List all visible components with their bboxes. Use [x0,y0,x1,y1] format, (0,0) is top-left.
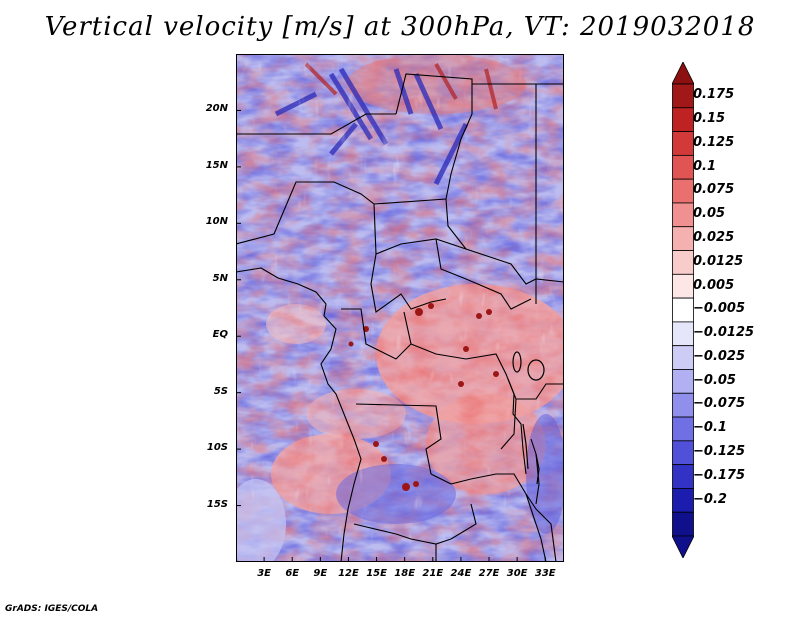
colorbar-label: −0.025 [693,348,746,364]
map-frame [236,54,564,562]
vertical-velocity-field [236,54,564,562]
colorbar-label: 0.05 [693,206,726,222]
colorbar-label: −0.05 [693,372,736,388]
colorbar [672,62,694,558]
lat-label-10n: 10N [205,216,228,228]
colorbar-label: 0.075 [693,182,735,198]
colorbar-box [672,178,694,204]
lon-label-27e: 27E [478,568,500,579]
colorbar-box [672,250,694,275]
colorbar-box [672,392,694,418]
colorbar-box [672,488,694,513]
colorbar-box [672,226,694,251]
colorbar-box [672,297,694,323]
map-plot [236,54,564,562]
lon-label-18e: 18E [394,568,416,579]
lat-label-5n: 5N [212,272,228,284]
colorbar-box [672,416,694,442]
map-title: Vertical velocity [m/s] at 300hPa, VT: 2… [44,12,756,42]
grads-credit: GrADS: IGES/COLA [5,604,99,614]
colorbar-label: −0.125 [693,444,746,460]
lon-label-12e: 12E [338,568,359,579]
lon-label-6e: 6E [285,568,300,579]
colorbar-label: 0.175 [693,87,735,103]
colorbar-label: −0.2 [693,491,727,507]
lat-label-20n: 20N [205,103,228,115]
colorbar-box [672,464,694,489]
colorbar-box [672,345,694,370]
colorbar-box [672,369,694,394]
lon-label-3e: 3E [257,568,271,579]
colorbar-label: 0.15 [693,110,726,126]
colorbar-label: 0.005 [693,277,735,293]
colorbar-label: −0.005 [693,301,746,317]
colorbar-box [672,321,694,347]
colorbar-box [672,107,694,132]
colorbar-label: −0.175 [693,467,746,483]
lon-label-30e: 30E [506,568,528,579]
colorbar-box [672,131,694,156]
colorbar-label: 0.125 [693,134,735,150]
colorbar-label: 0.025 [693,229,735,245]
lon-label-15e: 15E [366,568,387,579]
lon-label-21e: 21E [422,568,444,579]
country-borders [236,73,564,562]
lat-label-eq: EQ [212,329,228,341]
lat-label-15s: 15S [206,498,228,510]
lon-label-24e: 24E [450,568,472,579]
colorbar-label: −0.1 [693,420,727,436]
colorbar-label: 0.0125 [693,253,744,269]
lon-label-9e: 9E [313,568,328,579]
colorbar-box [672,154,694,180]
colorbar-box [672,440,694,466]
lon-label-33e: 33E [534,568,556,579]
lat-label-15n: 15N [205,159,228,171]
colorbar-box [672,273,694,299]
colorbar-box [672,202,694,228]
colorbar-top-triangle [672,62,694,85]
colorbar-bottom-triangle [672,535,694,558]
colorbar-box [672,511,694,537]
colorbar-box [672,83,694,109]
lakes [512,351,545,485]
colorbar-label: −0.075 [693,396,746,412]
lat-label-10s: 10S [206,442,228,454]
lat-label-5s: 5S [213,385,228,397]
colorbar-label: 0.1 [693,158,717,174]
colorbar-label: −0.0125 [693,325,755,341]
